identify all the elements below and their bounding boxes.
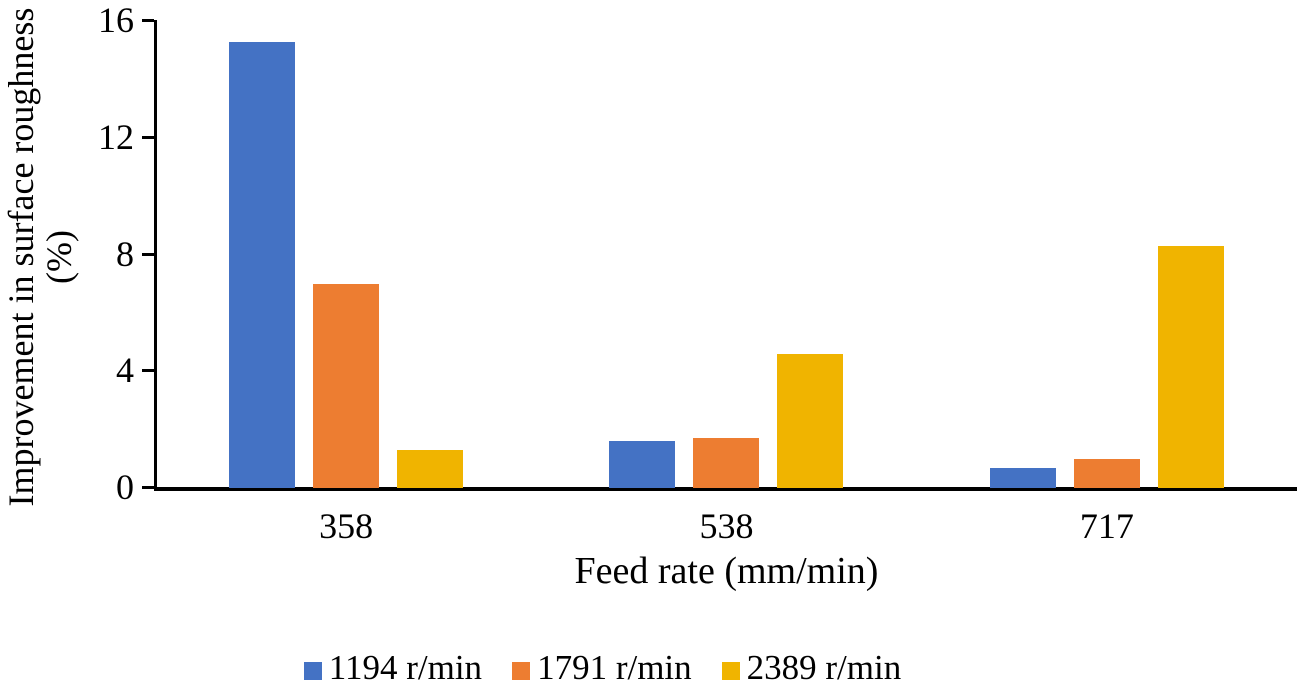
bar	[313, 284, 380, 488]
legend-item: 1791 r/min	[512, 648, 692, 688]
legend-item: 2389 r/min	[721, 648, 902, 688]
y-tick-label: 16	[98, 0, 134, 40]
y-axis-line	[154, 20, 157, 491]
x-axis-title: Feed rate (mm/min)	[574, 550, 879, 592]
y-tick-mark	[142, 486, 154, 489]
legend-swatch-icon	[721, 662, 740, 680]
y-tick-label: 4	[116, 350, 134, 391]
legend-swatch-icon	[303, 662, 322, 680]
x-category-label: 538	[699, 506, 754, 546]
legend-label: 1194 r/min	[328, 648, 483, 687]
legend-item: 1194 r/min	[303, 648, 483, 688]
bar	[1157, 246, 1224, 488]
bar	[777, 354, 844, 488]
plot-area	[156, 20, 1297, 488]
bar	[693, 438, 760, 488]
bar-group-358	[156, 20, 536, 488]
y-tick-mark	[142, 252, 154, 256]
legend-swatch-icon	[512, 662, 531, 680]
y-tick-mark	[142, 369, 154, 373]
x-axis-category-labels: 358 538 717	[156, 506, 1297, 546]
bar	[1073, 459, 1140, 488]
bar	[989, 468, 1056, 488]
legend-label: 2389 r/min	[746, 648, 902, 687]
y-tick-mark	[142, 135, 154, 139]
x-category-label: 717	[1079, 506, 1134, 546]
legend-label: 1791 r/min	[537, 648, 692, 687]
bar	[609, 441, 676, 488]
y-tick-label: 12	[98, 116, 134, 157]
bar-group-717	[917, 20, 1297, 488]
bar	[229, 42, 296, 488]
y-tick-label: 8	[116, 233, 134, 274]
legend: 1194 r/min 1791 r/min 2389 r/min	[0, 648, 1252, 688]
y-tick-mark	[142, 19, 154, 22]
x-axis-line	[154, 487, 1297, 491]
y-axis-title-line1: Improvement in surface roughness	[1, 7, 41, 507]
bar	[397, 450, 464, 488]
y-tick-label: 0	[116, 467, 134, 507]
bar-group-538	[536, 20, 916, 488]
x-category-label: 358	[319, 506, 374, 546]
